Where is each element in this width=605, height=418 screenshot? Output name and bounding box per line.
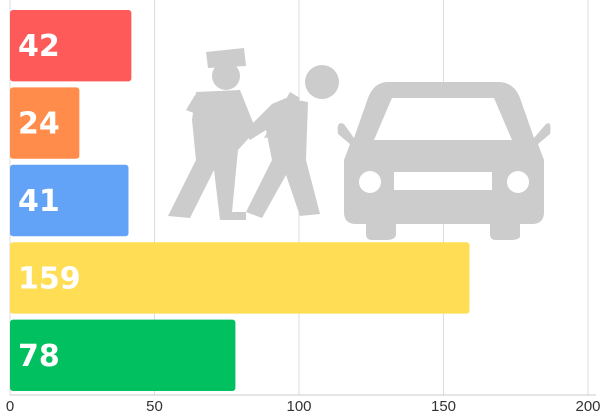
value-label: 42 — [18, 29, 60, 64]
x-tick-label: 200 — [575, 398, 600, 415]
x-tick-label: 150 — [431, 398, 456, 415]
x-tick-label: 50 — [146, 398, 163, 415]
value-label: 24 — [18, 107, 60, 142]
x-tick-label: 0 — [6, 398, 14, 415]
value-label: 41 — [18, 184, 60, 219]
chart: 42 24 41 159 78 0 50 100 150 200 — [0, 0, 605, 418]
background-icon — [168, 48, 551, 240]
value-label: 78 — [18, 339, 60, 374]
value-label: 159 — [18, 261, 81, 296]
x-tick-label: 100 — [286, 398, 311, 415]
